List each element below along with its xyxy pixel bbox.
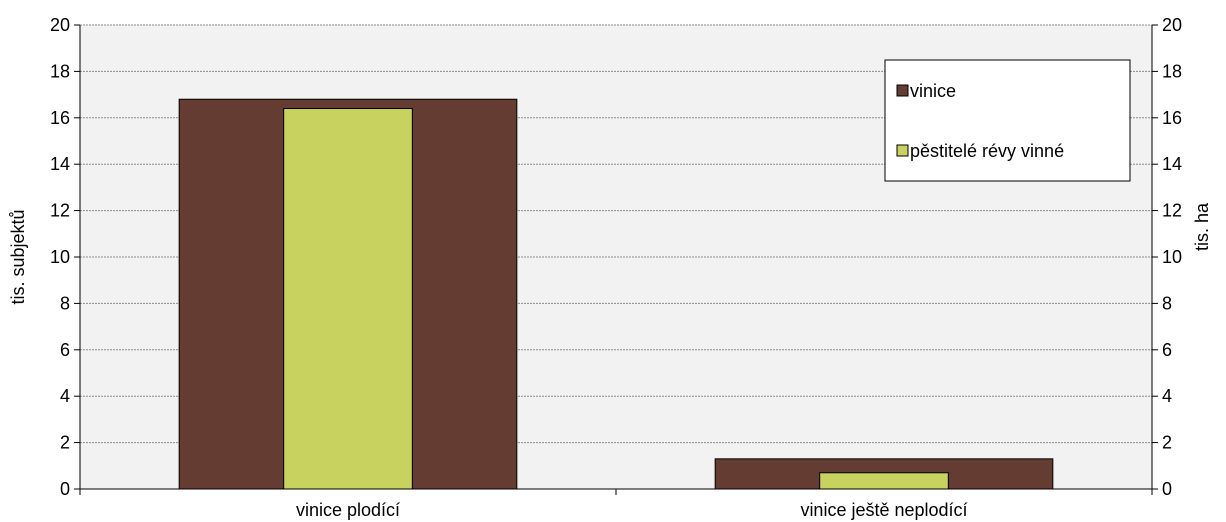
right-axis-ticks: 0 2 4 6 8 10 12 14 16 18 20 [1152,15,1182,499]
left-tick-label: 18 [50,61,70,81]
left-tick-label: 8 [60,293,70,313]
right-tick-label: 4 [1162,386,1172,406]
category-label: vinice plodící [296,500,400,520]
left-tick-label: 2 [60,433,70,453]
left-tick-label: 16 [50,108,70,128]
legend-swatch [896,84,909,97]
right-tick-label: 0 [1162,479,1172,499]
legend-label: vinice [910,81,956,101]
left-tick-label: 14 [50,154,70,174]
legend-swatch [896,144,909,157]
bar-pestitele-2 [819,472,949,490]
right-tick-label: 18 [1162,61,1182,81]
left-tick-label: 6 [60,340,70,360]
right-tick-label: 14 [1162,154,1182,174]
legend-label: pěstitelé révy vinné [910,141,1064,161]
left-axis-ticks: 0 2 4 6 8 10 12 14 16 18 20 [50,15,80,499]
left-tick-label: 12 [50,201,70,221]
bars [178,98,1054,490]
category-label: vinice ještě neplodící [800,500,967,520]
left-tick-label: 20 [50,15,70,35]
left-tick-label: 4 [60,386,70,406]
right-tick-label: 8 [1162,293,1172,313]
right-tick-label: 10 [1162,247,1182,267]
right-tick-label: 2 [1162,433,1172,453]
right-tick-label: 20 [1162,15,1182,35]
right-tick-label: 16 [1162,108,1182,128]
left-tick-label: 0 [60,479,70,499]
legend: vinice pěstitelé révy vinné [884,59,1131,182]
left-axis-title: tis. subjektů [8,209,28,304]
right-tick-label: 12 [1162,201,1182,221]
category-labels: vinice plodící vinice ještě neplodící [296,500,968,520]
bar-pestitele-1 [283,108,413,490]
legend-box [884,59,1131,182]
left-tick-label: 10 [50,247,70,267]
right-axis-title: tis. ha [1192,202,1212,251]
right-tick-label: 6 [1162,340,1172,360]
